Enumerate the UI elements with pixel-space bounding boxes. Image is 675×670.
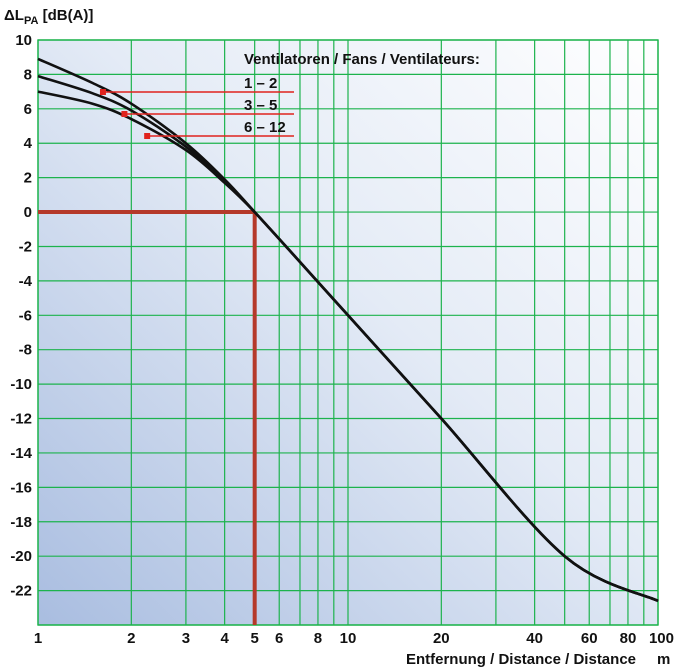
legend-entry-1: 1 – 2 [244, 75, 277, 92]
y-tick-label: 2 [24, 170, 32, 187]
y-tick-label: -14 [10, 445, 32, 462]
y-axis-label: ΔLPA [dB(A)] [4, 7, 93, 27]
curve-series-3 [37, 90, 659, 603]
y-tick-label: -12 [10, 411, 32, 428]
x-axis-label: Entfernung / Distance / Distance [406, 651, 636, 668]
y-tick-label: -18 [10, 514, 32, 531]
x-tick-label: 5 [251, 630, 259, 647]
y-tick-label: -6 [19, 307, 32, 324]
x-tick-label: 6 [275, 630, 283, 647]
x-tick-label: 80 [620, 630, 637, 647]
y-axis-label-delta: ΔL [4, 7, 24, 24]
x-tick-label: 4 [220, 630, 229, 647]
legend-marker-1 [99, 89, 106, 95]
y-tick-label: -8 [19, 342, 32, 359]
legend: Ventilatoren / Fans / Ventilateurs: 1 – … [99, 51, 480, 139]
plot-frame [37, 39, 659, 626]
x-axis-unit: m [657, 651, 670, 668]
y-tick-label: -16 [10, 479, 32, 496]
y-tick-label: 10 [15, 32, 32, 49]
x-tick-labels: 1 2 3 4 5 6 8 10 20 40 60 80 100 [34, 630, 674, 647]
legend-entry-3: 6 – 12 [244, 119, 286, 136]
y-axis-label-sub: PA [24, 15, 39, 27]
y-tick-label: -2 [19, 238, 32, 255]
y-tick-labels: 10 8 6 4 2 0 -2 -4 -6 -8 -10 -12 -14 -16 -18 -20 -22 [10, 32, 32, 600]
x-tick-label: 100 [649, 630, 674, 647]
x-tick-label: 20 [433, 630, 450, 647]
y-tick-label: -22 [10, 583, 32, 600]
y-tick-label: 0 [24, 204, 32, 221]
y-axis-label-unit: [dB(A)] [38, 7, 93, 24]
x-tick-label: 10 [340, 630, 357, 647]
legend-title: Ventilatoren / Fans / Ventilateurs: [244, 51, 480, 68]
y-tick-label: 4 [24, 135, 33, 152]
y-tick-label: -20 [10, 548, 32, 565]
x-tick-label: 40 [526, 630, 543, 647]
x-tick-label: 8 [314, 630, 322, 647]
x-tick-label: 2 [127, 630, 135, 647]
x-tick-label: 3 [182, 630, 190, 647]
legend-entry-2: 3 – 5 [244, 97, 277, 114]
y-tick-label: 6 [24, 101, 32, 118]
y-tick-label: -4 [19, 273, 33, 290]
x-tick-label: 1 [34, 630, 42, 647]
legend-marker-3 [144, 133, 151, 139]
grid-lines [37, 39, 659, 626]
curves [37, 57, 659, 603]
reference-lines [38, 210, 257, 625]
legend-marker-2 [121, 111, 128, 117]
y-tick-label: 8 [24, 66, 32, 83]
x-tick-label: 60 [581, 630, 598, 647]
y-tick-label: -10 [10, 376, 32, 393]
